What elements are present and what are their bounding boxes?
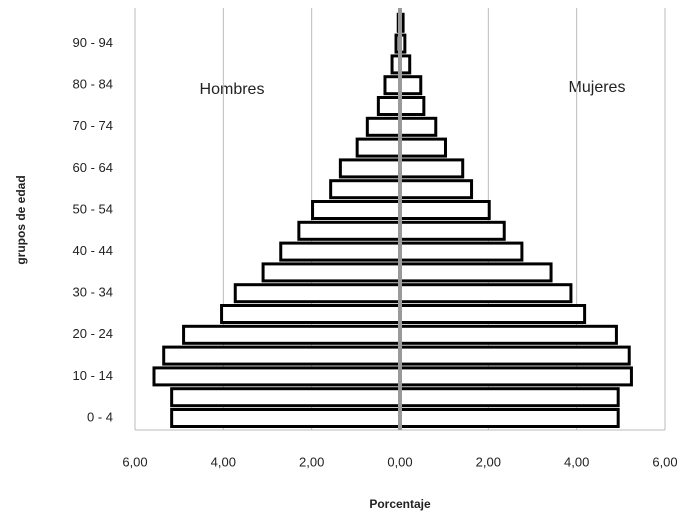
bar xyxy=(398,304,587,324)
bar xyxy=(398,283,573,304)
bar xyxy=(376,96,402,116)
bar xyxy=(398,96,426,116)
y-tick-label: 0 - 4 xyxy=(87,409,113,424)
bar xyxy=(261,262,402,283)
bar xyxy=(383,75,402,96)
annotation: Hombres xyxy=(200,81,265,98)
bar xyxy=(398,345,631,366)
bar xyxy=(398,220,506,241)
x-tick-label: 4,00 xyxy=(211,454,236,469)
x-tick-label: 2,00 xyxy=(299,454,324,469)
bar xyxy=(365,116,402,137)
bar xyxy=(338,158,402,179)
bar xyxy=(398,241,524,262)
bar xyxy=(398,324,618,345)
x-tick-label: 6,00 xyxy=(122,454,147,469)
y-tick-label: 20 - 24 xyxy=(73,326,113,341)
y-tick-label: 60 - 64 xyxy=(73,160,113,175)
x-tick-label: 6,00 xyxy=(652,454,677,469)
bar xyxy=(279,241,402,262)
bar xyxy=(170,408,402,428)
y-tick-label: 70 - 74 xyxy=(73,118,113,133)
x-tick-label: 4,00 xyxy=(564,454,589,469)
bar xyxy=(398,179,474,200)
bar xyxy=(398,137,447,158)
bar xyxy=(398,200,491,220)
bar xyxy=(398,262,553,283)
bar xyxy=(398,408,620,428)
x-tick-label: 2,00 xyxy=(476,454,501,469)
bar xyxy=(398,158,465,179)
bar xyxy=(398,116,438,137)
y-axis-title: grupos de edad xyxy=(14,175,28,264)
bar xyxy=(311,200,402,220)
x-axis-title: Porcentaje xyxy=(369,497,431,511)
bar xyxy=(162,345,402,366)
y-tick-label: 10 - 14 xyxy=(73,368,113,383)
x-tick-label: 0,00 xyxy=(387,454,412,469)
bar xyxy=(170,387,402,408)
bar xyxy=(152,366,402,387)
y-tick-label: 30 - 34 xyxy=(73,285,113,300)
bar xyxy=(233,283,402,304)
y-tick-label: 50 - 54 xyxy=(73,201,113,216)
bar xyxy=(398,366,633,387)
y-tick-label: 80 - 84 xyxy=(73,77,113,92)
y-tick-label: 40 - 44 xyxy=(73,243,113,258)
bar xyxy=(398,387,620,408)
bar xyxy=(355,137,402,158)
bar xyxy=(329,179,402,200)
bar xyxy=(220,304,402,324)
bar xyxy=(297,220,402,241)
bar xyxy=(182,324,402,345)
y-tick-label: 90 - 94 xyxy=(73,35,113,50)
bar xyxy=(398,75,423,96)
annotation: Mujeres xyxy=(569,79,626,96)
